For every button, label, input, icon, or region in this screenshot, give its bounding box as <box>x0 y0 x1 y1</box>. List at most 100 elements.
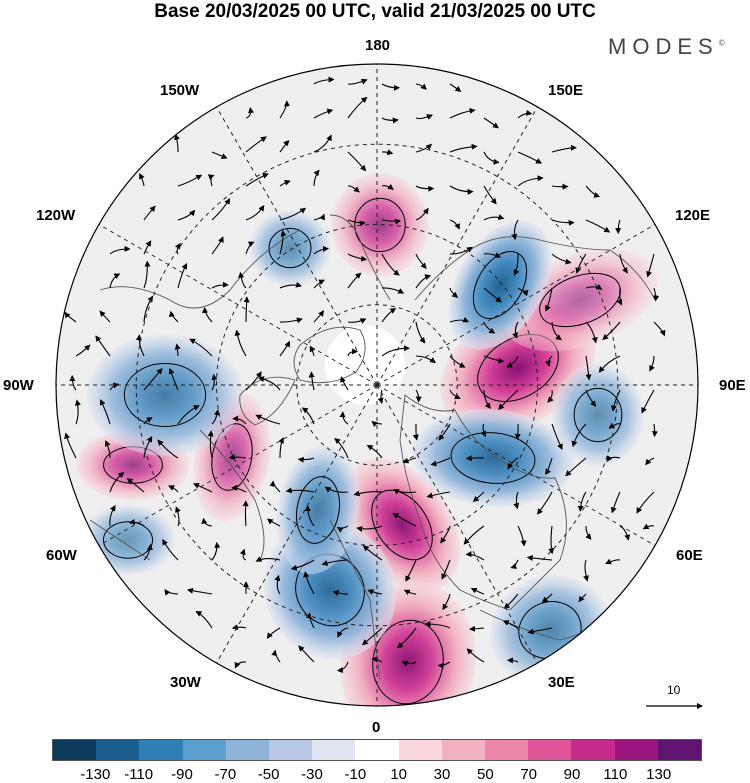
lon-label-150e: 150E <box>548 82 584 99</box>
negative-anomaly <box>86 334 244 456</box>
negative-anomaly <box>80 504 176 576</box>
lon-label-60w: 60W <box>46 547 77 564</box>
map-title: Base 20/03/2025 00 UTC, valid 21/03/2025… <box>154 1 596 22</box>
wind-arrow <box>339 411 349 425</box>
wind-arrow <box>517 151 543 164</box>
anomaly-contour <box>123 363 207 427</box>
wind-arrow <box>279 139 290 153</box>
wind-arrow <box>483 252 501 258</box>
wind-arrow <box>143 543 153 561</box>
wind-arrow <box>143 295 154 323</box>
wind-arrow <box>109 504 116 527</box>
modes-logo: MODES© <box>608 34 725 60</box>
wind-arrow <box>234 661 247 669</box>
wind-arrow <box>336 525 349 533</box>
wind-arrow <box>426 491 451 499</box>
colorbar-swatch <box>269 740 313 760</box>
wind-arrow <box>565 457 587 477</box>
wind-arrow <box>279 340 290 357</box>
wind-arrow <box>202 306 213 323</box>
wind-arrow <box>483 287 502 303</box>
wind-arrow <box>162 538 179 561</box>
wind-arrow <box>135 334 145 357</box>
wind-arrow <box>585 321 598 344</box>
wind-arrow <box>95 335 111 357</box>
wind-arrow <box>551 144 577 153</box>
colorbar-swatch <box>139 740 183 760</box>
wind-arrow <box>642 523 655 530</box>
wind-arrow <box>483 355 505 364</box>
wind-arrow <box>308 371 315 391</box>
wind-arrow <box>332 590 349 596</box>
meridian-line <box>376 384 538 664</box>
wind-arrow <box>313 169 320 187</box>
wind-arrow <box>598 355 621 373</box>
positive-anomaly <box>331 173 429 277</box>
wind-arrow <box>324 486 349 493</box>
wind-arrow <box>245 136 267 153</box>
wind-arrow <box>605 558 621 565</box>
wind-arrow <box>177 209 196 221</box>
wind-arrow <box>304 505 315 527</box>
wind-arrow <box>269 480 281 493</box>
wind-arrow <box>290 559 315 571</box>
anomaly-contour <box>472 251 528 319</box>
wind-arrow <box>234 329 247 357</box>
wind-arrow <box>211 541 221 561</box>
wind-arrow <box>512 321 519 339</box>
colorbar-ticks: -130 -110 -90 -70 -50 -30 -10 10 30 50 70 90 110 130 <box>0 766 750 783</box>
wind-arrow <box>309 345 316 357</box>
wind-arrow <box>393 489 417 495</box>
wind-arrow <box>366 444 383 459</box>
colorbar-swatch <box>182 740 226 760</box>
wind-arrow <box>616 287 623 306</box>
wind-arrow <box>367 589 383 595</box>
wind-arrow <box>645 457 655 466</box>
wind-arrow <box>258 376 281 391</box>
wind-arrow <box>442 593 451 611</box>
wind-arrow <box>381 183 394 191</box>
wind-arrow <box>305 612 315 629</box>
colorbar-swatch <box>398 740 442 760</box>
wind-arrow <box>430 457 451 467</box>
wind-arrow <box>353 490 383 497</box>
wind-arrow <box>381 253 400 276</box>
colorbar-tick-label: -130 <box>80 766 111 783</box>
wind-arrow <box>585 525 592 540</box>
wind-arrow <box>545 355 553 367</box>
wind-arrow <box>498 389 519 410</box>
wind-arrow <box>438 423 451 441</box>
coastlines <box>89 214 656 681</box>
wind-arrow <box>279 317 303 324</box>
wind-arrow <box>313 310 324 323</box>
wind-arrow <box>285 487 315 494</box>
wind-arrow <box>381 149 394 155</box>
wind-arrow <box>575 253 587 274</box>
wind-arrow <box>517 175 544 187</box>
negative-anomaly <box>249 210 331 286</box>
colorbar-tick-label: -10 <box>344 766 367 783</box>
wind-arrow <box>653 287 660 302</box>
wind-arrow <box>506 657 519 664</box>
wind-arrow <box>243 296 250 323</box>
wind-arrow <box>242 500 249 527</box>
wind-arrow <box>143 417 153 425</box>
wind-arrow <box>415 389 422 403</box>
wind-arrow <box>551 253 572 265</box>
wind-arrow <box>174 343 181 357</box>
meridian-line <box>98 224 378 386</box>
wind-arrow <box>415 207 429 221</box>
wind-arrow <box>585 355 592 381</box>
wind-arrow <box>313 245 329 255</box>
wind-arrow <box>396 627 417 649</box>
wind-arrow <box>507 457 519 470</box>
wind-arrow <box>278 437 284 459</box>
colorbar-tick-label: 110 <box>603 766 628 783</box>
wind-arrow <box>337 627 349 638</box>
wind-arrow <box>164 588 179 596</box>
colorbar <box>52 739 702 761</box>
wind-arrow <box>415 185 435 192</box>
wind-arrow <box>313 134 332 153</box>
wind-arrow <box>649 355 655 372</box>
wind-arrow <box>585 389 597 407</box>
